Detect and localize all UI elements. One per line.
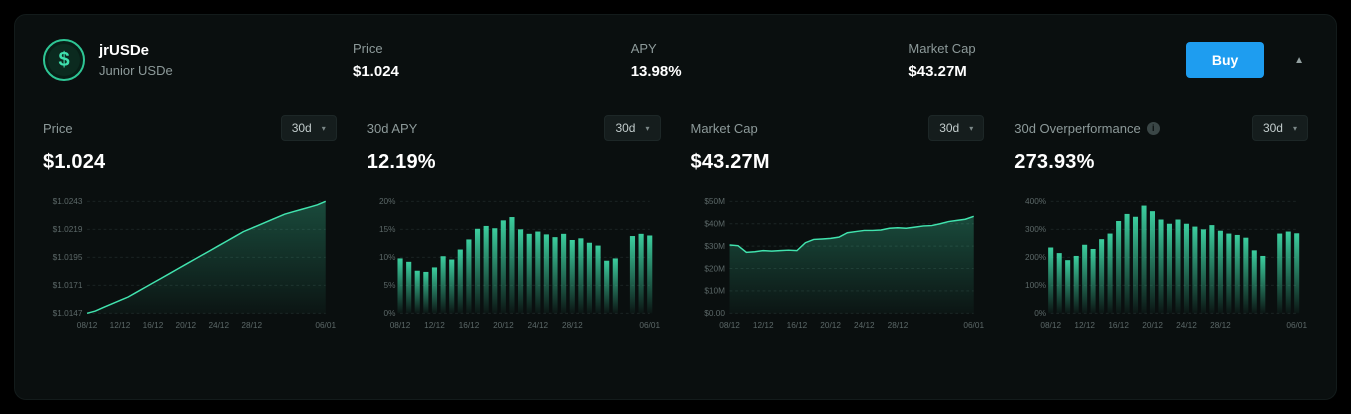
svg-text:0%: 0% [1034, 309, 1047, 318]
svg-text:08/12: 08/12 [1041, 321, 1062, 330]
panel-market-cap-title: Market Cap [690, 120, 758, 136]
svg-text:08/12: 08/12 [719, 321, 740, 330]
svg-text:28/12: 28/12 [241, 321, 262, 330]
svg-text:$0.00: $0.00 [704, 309, 725, 318]
svg-text:24/12: 24/12 [1176, 321, 1197, 330]
buy-button[interactable]: Buy [1186, 42, 1265, 78]
svg-text:$1.0147: $1.0147 [53, 309, 83, 318]
panel-apy-value: 12.19% [366, 151, 436, 173]
svg-text:16/12: 16/12 [143, 321, 164, 330]
chevron-down-icon: ▾ [321, 123, 326, 133]
svg-text:06/01: 06/01 [639, 321, 660, 330]
svg-text:06/01: 06/01 [1287, 321, 1308, 330]
svg-text:20/12: 20/12 [820, 321, 841, 330]
stat-price-label: Price [353, 40, 383, 56]
chevron-down-icon: ▾ [645, 123, 650, 133]
market-cap-chart: $50M $40M $30M $20M $10M $0.00 08/12 12/12 16/12… [704, 197, 984, 330]
token-name: jrUSDe [99, 42, 150, 59]
stat-price: Price $1.024 [353, 41, 631, 80]
panel-apy-title: 30d APY [366, 120, 418, 136]
svg-text:10%: 10% [379, 253, 396, 262]
chevron-down-icon: ▾ [969, 123, 974, 133]
svg-text:$40M: $40M [704, 219, 725, 228]
overperformance-chart: 400% 300% 200% 100% 0% 08/12 12/12 16/12 20/12 24… [1025, 197, 1308, 330]
svg-text:5%: 5% [383, 281, 396, 290]
panel-price-title: Price [43, 120, 73, 136]
market-cap-range-dropdown[interactable]: 30d ▾ [928, 115, 985, 141]
chevron-down-icon: ▾ [1292, 123, 1297, 133]
svg-text:12/12: 12/12 [752, 321, 773, 330]
svg-text:$20M: $20M [704, 264, 725, 273]
apy-range-dropdown[interactable]: 30d ▾ [604, 115, 661, 141]
chart-panels: Price 30d ▾ $1.024 $1.0243 $1.0219 $1.0195… [43, 115, 1308, 332]
overperformance-range-dropdown[interactable]: 30d ▾ [1251, 115, 1308, 141]
svg-text:12/12: 12/12 [1075, 321, 1096, 330]
svg-text:28/12: 28/12 [1210, 321, 1231, 330]
svg-text:08/12: 08/12 [77, 321, 98, 330]
panel-market-cap-value: $43.27M [690, 151, 770, 173]
svg-text:$1.0243: $1.0243 [53, 197, 83, 206]
svg-text:16/12: 16/12 [458, 321, 479, 330]
svg-text:16/12: 16/12 [786, 321, 807, 330]
overperformance-range-value: 30d [1262, 121, 1283, 135]
svg-text:06/01: 06/01 [963, 321, 984, 330]
price-range-value: 30d [291, 121, 312, 135]
token-header: $ jrUSDe Junior USDe Price $1.024 APY 13… [43, 33, 1308, 87]
info-icon[interactable]: i [1146, 121, 1160, 135]
svg-text:300%: 300% [1025, 225, 1047, 234]
token-block: $ jrUSDe Junior USDe [43, 39, 353, 81]
panel-market-cap: Market Cap 30d ▾ $43.27M $50M $40M $30M $20… [691, 115, 985, 332]
panel-price: Price 30d ▾ $1.024 $1.0243 $1.0219 $1.0195… [43, 115, 337, 332]
svg-text:20/12: 20/12 [493, 321, 514, 330]
svg-text:$1.0171: $1.0171 [53, 281, 83, 290]
token-card: $ jrUSDe Junior USDe Price $1.024 APY 13… [14, 14, 1337, 400]
svg-text:$1.0195: $1.0195 [53, 253, 83, 262]
svg-text:20%: 20% [379, 197, 396, 206]
svg-text:28/12: 28/12 [562, 321, 583, 330]
svg-text:$1.0219: $1.0219 [53, 225, 83, 234]
svg-text:12/12: 12/12 [424, 321, 445, 330]
svg-text:24/12: 24/12 [208, 321, 229, 330]
svg-text:08/12: 08/12 [389, 321, 410, 330]
svg-text:200%: 200% [1025, 253, 1047, 262]
svg-text:24/12: 24/12 [853, 321, 874, 330]
stat-market-cap-value: $43.27M [908, 62, 967, 80]
svg-text:$50M: $50M [704, 197, 725, 206]
svg-text:12/12: 12/12 [110, 321, 131, 330]
stat-apy-value: 13.98% [630, 62, 682, 80]
svg-text:100%: 100% [1025, 281, 1047, 290]
apy-chart: 20% 15% 10% 5% 0% 08/12 12/12 16/12 20/12 24/12 28… [379, 197, 661, 330]
apy-range-value: 30d [615, 121, 636, 135]
stat-apy-label: APY [630, 40, 657, 56]
svg-text:$30M: $30M [704, 242, 725, 251]
token-names: jrUSDe Junior USDe [99, 42, 173, 78]
svg-text:0%: 0% [383, 309, 396, 318]
svg-text:20/12: 20/12 [176, 321, 197, 330]
svg-text:24/12: 24/12 [527, 321, 548, 330]
market-cap-range-value: 30d [939, 121, 960, 135]
svg-text:$10M: $10M [704, 287, 725, 296]
panel-overperformance: 30d Overperformance i 30d ▾ 273.93% 400%… [1014, 115, 1308, 332]
stat-apy: APY 13.98% [631, 41, 909, 80]
panel-overperformance-title: 30d Overperformance i [1014, 121, 1160, 136]
panel-price-value: $1.024 [43, 151, 106, 173]
stat-price-value: $1.024 [353, 62, 399, 80]
svg-text:16/12: 16/12 [1109, 321, 1130, 330]
collapse-arrow-icon[interactable]: ▲ [1294, 54, 1304, 66]
dollar-icon: $ [58, 48, 70, 71]
token-coin-icon: $ [43, 39, 85, 81]
svg-text:20/12: 20/12 [1143, 321, 1164, 330]
price-range-dropdown[interactable]: 30d ▾ [280, 115, 337, 141]
svg-text:28/12: 28/12 [887, 321, 908, 330]
svg-text:06/01: 06/01 [315, 321, 336, 330]
price-chart: $1.0243 $1.0219 $1.0195 $1.0171 $1.0147 08/12… [53, 197, 337, 330]
panel-overperformance-value: 273.93% [1014, 151, 1095, 173]
header-stats: Price $1.024 APY 13.98% Market Cap $43.2… [353, 41, 1186, 80]
token-subtitle: Junior USDe [99, 63, 173, 78]
stat-market-cap: Market Cap $43.27M [908, 41, 1186, 80]
svg-text:15%: 15% [379, 225, 396, 234]
svg-text:400%: 400% [1025, 197, 1047, 206]
panel-apy: 30d APY 30d ▾ 12.19% 20% 15% 10% 5% 0% 08/12 1… [367, 115, 661, 332]
stat-market-cap-label: Market Cap [908, 40, 976, 56]
